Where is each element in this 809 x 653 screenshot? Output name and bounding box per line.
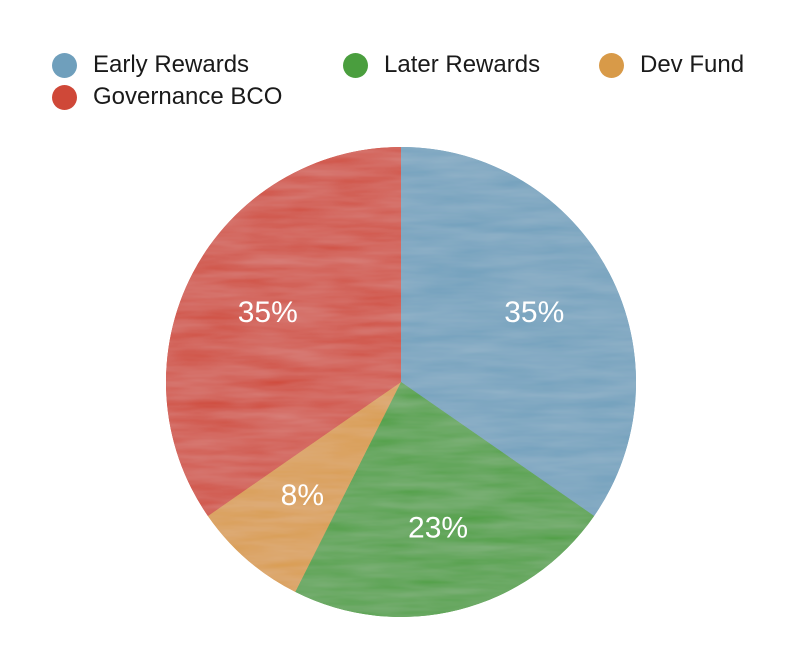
legend-label-later-rewards: Later Rewards xyxy=(384,51,541,78)
pie-slice-dev-fund xyxy=(207,382,401,592)
legend-swatch-early-rewards xyxy=(52,52,77,78)
pie-label-later-rewards: 23% xyxy=(408,511,468,544)
legend-item-governance-bco: Governance BCO xyxy=(52,82,282,112)
chart-legend: Early Rewards Later Rewards Dev Fund Gov… xyxy=(0,0,809,120)
legend-item-later-rewards: Later Rewards xyxy=(343,50,540,80)
pie-label-dev-fund: 8% xyxy=(281,479,324,512)
pie-slice-early-rewards xyxy=(401,147,636,516)
legend-label-early-rewards: Early Rewards xyxy=(93,51,250,78)
legend-swatch-dev-fund xyxy=(599,52,624,78)
pie-slice-governance-bco xyxy=(166,147,401,516)
pie-label-governance-bco: 35% xyxy=(238,296,298,329)
legend-label-governance-bco: Governance BCO xyxy=(93,83,283,110)
pie-slices xyxy=(166,147,636,617)
pie-label-early-rewards: 35% xyxy=(504,296,564,329)
legend-swatch-later-rewards xyxy=(343,52,368,78)
legend-label-dev-fund: Dev Fund xyxy=(640,51,745,78)
legend-item-early-rewards: Early Rewards xyxy=(52,50,249,80)
pie-labels: 35% 23% 8% 35% xyxy=(238,296,565,545)
legend-swatch-governance-bco xyxy=(52,84,77,110)
pie-slice-later-rewards xyxy=(295,382,595,617)
legend-item-dev-fund: Dev Fund xyxy=(599,50,744,80)
